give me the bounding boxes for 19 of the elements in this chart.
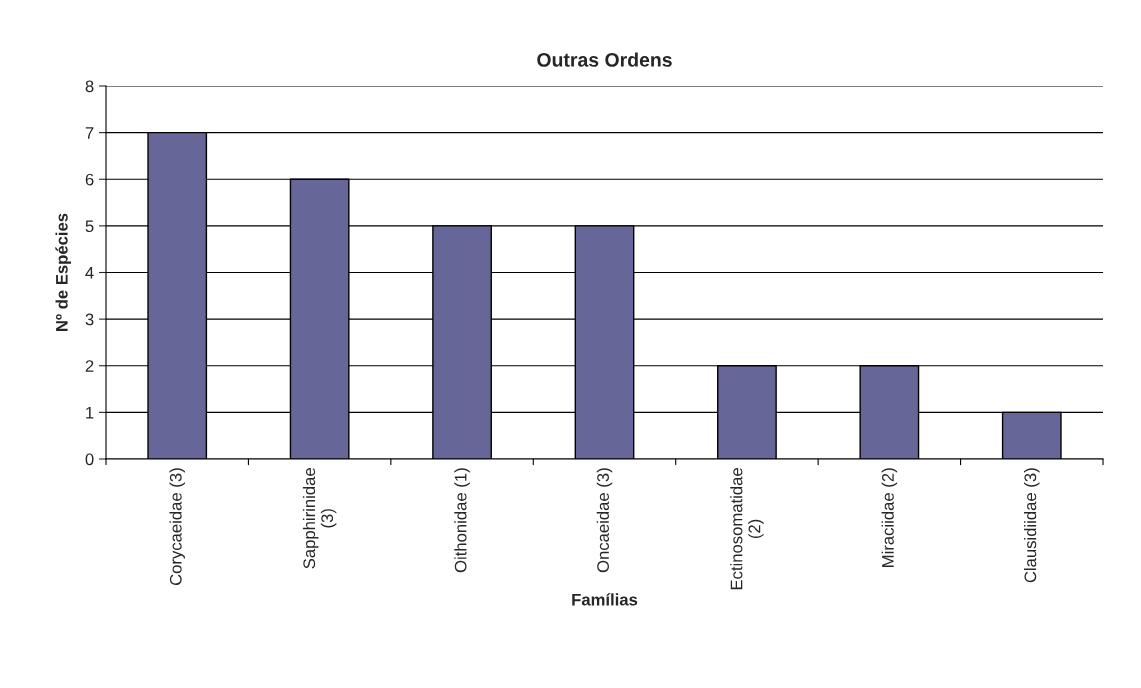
x-tick-label: Corycaeidae (3): [169, 468, 185, 586]
y-tick-label: 0: [85, 453, 94, 466]
y-tick-label: 8: [85, 80, 94, 93]
x-axis-title: Famílias: [572, 593, 638, 606]
y-tick-label: 3: [85, 313, 94, 326]
x-tick-label: Oithonidae (1): [454, 468, 470, 573]
x-tick-label: Miraciidae (2): [881, 468, 898, 567]
y-tick-label: 4: [85, 267, 94, 279]
x-tick-label: Ectinosomatidae (2): [730, 468, 764, 590]
x-tick-label: Clausidiidae (3): [1024, 468, 1040, 583]
y-tick-label: 2: [85, 360, 94, 372]
y-tick-label: 7: [85, 127, 94, 139]
y-tick-label: 6: [85, 173, 94, 186]
y-tick-label: 5: [85, 220, 94, 233]
y-axis-title: Nº de Espécies: [55, 213, 72, 331]
y-tick-label: 1: [86, 406, 94, 419]
x-tick-label: Oncaeidae (3): [596, 468, 613, 573]
chart-title: Outras Ordens: [537, 52, 672, 67]
x-tick-label: Sapphirinidae (3): [302, 468, 337, 569]
